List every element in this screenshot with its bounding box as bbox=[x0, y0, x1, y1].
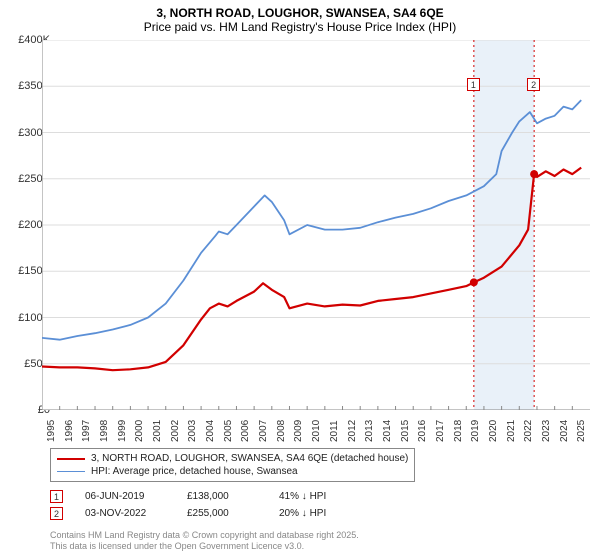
x-tick-label: 2024 bbox=[559, 420, 570, 442]
sale-date: 03-NOV-2022 bbox=[85, 508, 165, 519]
sale-pct: 20% ↓ HPI bbox=[279, 508, 359, 519]
sale-marker-badge: 2 bbox=[50, 507, 63, 520]
x-tick-label: 2012 bbox=[347, 420, 358, 442]
legend-box: 3, NORTH ROAD, LOUGHOR, SWANSEA, SA4 6QE… bbox=[50, 448, 415, 482]
sale-price: £255,000 bbox=[187, 508, 257, 519]
x-tick-label: 2025 bbox=[576, 420, 587, 442]
x-tick-label: 2002 bbox=[170, 420, 181, 442]
x-tick-label: 2019 bbox=[470, 420, 481, 442]
chart-area bbox=[42, 40, 590, 410]
legend-row: 3, NORTH ROAD, LOUGHOR, SWANSEA, SA4 6QE… bbox=[57, 452, 408, 465]
legend-label: HPI: Average price, detached house, Swan… bbox=[91, 466, 298, 477]
title-line2: Price paid vs. HM Land Registry's House … bbox=[0, 20, 600, 34]
sales-table: 1 06-JUN-2019 £138,000 41% ↓ HPI 2 03-NOV-202… bbox=[50, 488, 359, 522]
x-tick-label: 2010 bbox=[311, 420, 322, 442]
x-tick-label: 2003 bbox=[187, 420, 198, 442]
x-tick-label: 2011 bbox=[329, 420, 340, 442]
footer-line2: This data is licensed under the Open Gov… bbox=[50, 541, 359, 552]
x-tick-label: 2015 bbox=[400, 420, 411, 442]
x-tick-label: 2017 bbox=[435, 420, 446, 442]
x-tick-label: 2006 bbox=[240, 420, 251, 442]
sale-date: 06-JUN-2019 bbox=[85, 491, 165, 502]
sales-row: 1 06-JUN-2019 £138,000 41% ↓ HPI bbox=[50, 488, 359, 505]
x-axis-labels: 1995 1996 1997 1998 1999 2000 2001 2002 2003 2004… bbox=[42, 410, 590, 450]
x-tick-label: 2016 bbox=[417, 420, 428, 442]
footer-line1: Contains HM Land Registry data © Crown c… bbox=[50, 530, 359, 541]
x-tick-label: 2008 bbox=[276, 420, 287, 442]
x-tick-label: 1995 bbox=[46, 420, 57, 442]
sale-price: £138,000 bbox=[187, 491, 257, 502]
x-tick-label: 1999 bbox=[117, 420, 128, 442]
x-tick-label: 2018 bbox=[453, 420, 464, 442]
x-tick-label: 2013 bbox=[364, 420, 375, 442]
x-tick-label: 1996 bbox=[64, 420, 75, 442]
x-tick-label: 2001 bbox=[152, 420, 163, 442]
sales-row: 2 03-NOV-2022 £255,000 20% ↓ HPI bbox=[50, 505, 359, 522]
x-tick-label: 1998 bbox=[99, 420, 110, 442]
x-tick-label: 2007 bbox=[258, 420, 269, 442]
sale-pct: 41% ↓ HPI bbox=[279, 491, 359, 502]
sale-flag: 2 bbox=[527, 78, 540, 91]
legend-row: HPI: Average price, detached house, Swan… bbox=[57, 465, 408, 478]
legend-swatch bbox=[57, 471, 85, 472]
title-line1: 3, NORTH ROAD, LOUGHOR, SWANSEA, SA4 6QE bbox=[0, 6, 600, 20]
x-tick-label: 2021 bbox=[506, 420, 517, 442]
x-tick-label: 2005 bbox=[223, 420, 234, 442]
x-tick-label: 2000 bbox=[134, 420, 145, 442]
sale-marker-badge: 1 bbox=[50, 490, 63, 503]
chart-container: 3, NORTH ROAD, LOUGHOR, SWANSEA, SA4 6QE… bbox=[0, 0, 600, 560]
x-tick-label: 2023 bbox=[541, 420, 552, 442]
legend-swatch bbox=[57, 458, 85, 460]
sale-flag: 1 bbox=[467, 78, 480, 91]
x-tick-label: 2020 bbox=[488, 420, 499, 442]
legend-label: 3, NORTH ROAD, LOUGHOR, SWANSEA, SA4 6QE… bbox=[91, 453, 408, 464]
x-tick-label: 2022 bbox=[523, 420, 534, 442]
x-tick-label: 2009 bbox=[293, 420, 304, 442]
x-tick-label: 2004 bbox=[205, 420, 216, 442]
x-tick-label: 2014 bbox=[382, 420, 393, 442]
x-tick-label: 1997 bbox=[81, 420, 92, 442]
title-block: 3, NORTH ROAD, LOUGHOR, SWANSEA, SA4 6QE… bbox=[0, 0, 600, 36]
footer: Contains HM Land Registry data © Crown c… bbox=[50, 530, 359, 552]
chart-svg bbox=[42, 40, 590, 410]
